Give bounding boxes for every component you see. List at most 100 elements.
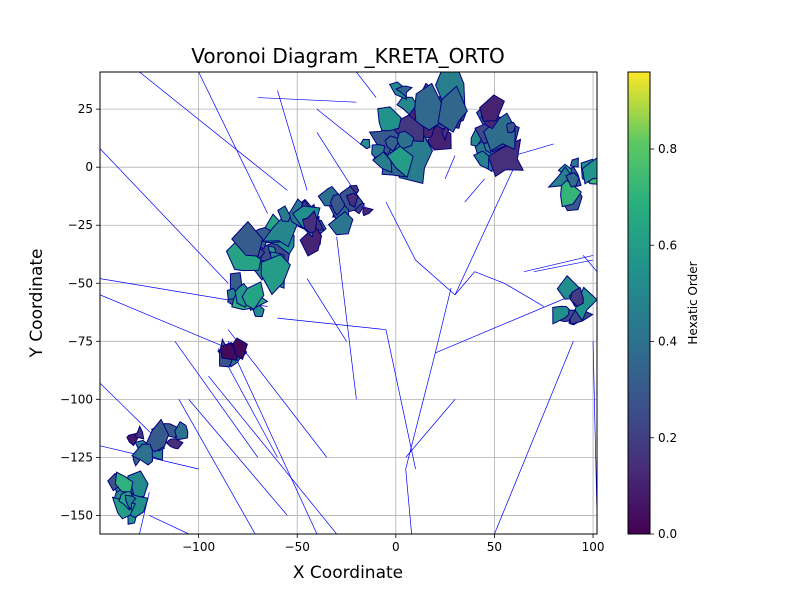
plot-frame [99,71,598,535]
voronoi-cell [472,150,490,170]
voronoi-cell [134,425,145,440]
voronoi-cell [377,106,402,132]
x-axis-label: X Coordinate [293,563,403,583]
plot-area: −100 −50 0 50 100 25 0 −25 −50 −75 −100 −125 −150 [60,71,605,554]
voronoi-cell [260,253,291,296]
voronoi-cell [174,420,189,441]
voronoi-cell [231,220,264,257]
voronoi-cell [394,85,413,99]
chart-title: Voronoi Diagram _KRETA_ORTO [191,44,505,68]
voronoi-ridge [474,271,505,284]
voronoi-ridge [100,148,229,284]
voronoi-cell [241,281,265,310]
voronoi-ridge [523,255,594,272]
colorbar-tick-label: 0.0 [658,527,677,541]
voronoi-ridge [405,468,412,534]
voronoi-ridge [227,341,318,534]
colorbar-tick-label: 0.6 [658,238,677,252]
x-tick-label: 0 [392,540,400,554]
colorbar: 0.0 0.2 0.4 0.6 0.8 Hexatic Order [627,71,700,541]
colorbar-gradient [627,71,651,535]
y-tick-label: −100 [60,392,93,406]
voronoi-ridge [454,271,475,296]
voronoi-ridge [208,375,337,534]
voronoi-ridge [444,155,456,179]
voronoi-cell [362,207,374,217]
voronoi-ridge [405,352,436,470]
x-tick-label: −100 [182,540,215,554]
voronoi-cell [384,135,401,152]
voronoi-cell [371,151,393,174]
x-tick-label: 100 [582,540,605,554]
y-axis-ticks: 25 0 −25 −50 −75 −100 −125 −150 [60,102,100,522]
voronoi-cell [506,121,517,134]
y-tick-label: −25 [68,218,93,232]
voronoi-ridges [100,72,597,534]
y-tick-label: −150 [60,508,93,522]
y-tick-label: −125 [60,450,93,464]
colorbar-tick-label: 0.8 [658,142,677,156]
voronoi-ridge [100,294,229,349]
voronoi-ridge [149,515,189,534]
voronoi-ridge [336,236,357,400]
voronoi-ridge [385,329,416,470]
colorbar-tick-label: 0.4 [658,335,677,349]
y-tick-label: −75 [68,334,93,348]
voronoi-cell [131,443,153,466]
voronoi-ridge [257,97,357,103]
voronoi-cells [107,72,597,525]
y-tick-label: 25 [78,102,93,116]
voronoi-ridge [306,278,347,342]
colorbar-ticks: 0.0 0.2 0.4 0.6 0.8 [650,142,677,541]
voronoi-ridge [405,399,456,458]
voronoi-ridge [356,72,377,98]
voronoi-cell [277,205,291,222]
x-tick-label: 50 [487,540,502,554]
x-tick-label: −50 [285,540,310,554]
voronoi-ridge [415,259,456,296]
voronoi-ridge [178,399,256,534]
voronoi-cell [569,286,584,308]
voronoi-ridge [198,72,268,214]
voronoi-ridge [514,143,554,156]
voronoi-ridge [435,294,574,354]
voronoi-ridge [174,341,259,458]
voronoi-ridge [277,90,308,191]
voronoi-ridge [385,201,416,261]
voronoi-cell [114,471,134,493]
voronoi-ridge [277,317,387,331]
voronoi-cell [301,210,318,234]
voronoi-cell [327,210,354,236]
voronoi-ridge [464,178,485,203]
voronoi-cell [329,193,346,216]
voronoi-cell [345,192,359,208]
voronoi-cell [552,305,570,325]
y-tick-label: −50 [68,276,93,290]
voronoi-cell [437,85,468,133]
voronoi-ridge [316,108,367,149]
voronoi-cell [565,172,580,188]
voronoi-ridge [454,167,515,296]
voronoi-ridge [139,72,288,191]
voronoi-ridge [582,255,597,272]
voronoi-ridge [533,259,594,273]
voronoi-cell [165,438,184,450]
voronoi-cell [232,337,248,361]
y-axis-label: Y Coordinate [27,249,47,359]
voronoi-ridge [100,382,160,442]
voronoi-cell [483,112,516,152]
x-axis-ticks: −100 −50 0 50 100 [182,534,605,554]
voronoi-cell [359,138,371,150]
voronoi-ridge [592,341,597,516]
colorbar-label: Hexatic Order [686,261,700,344]
voronoi-cell [560,179,582,208]
voronoi-ridge [504,282,544,307]
y-tick-label: 0 [85,160,93,174]
voronoi-ridge [316,132,347,179]
voronoi-cell [569,157,579,168]
voronoi-ridge [494,341,574,534]
voronoi-cell [396,130,415,150]
voronoi-cell [479,94,505,122]
colorbar-tick-label: 0.2 [658,431,677,445]
